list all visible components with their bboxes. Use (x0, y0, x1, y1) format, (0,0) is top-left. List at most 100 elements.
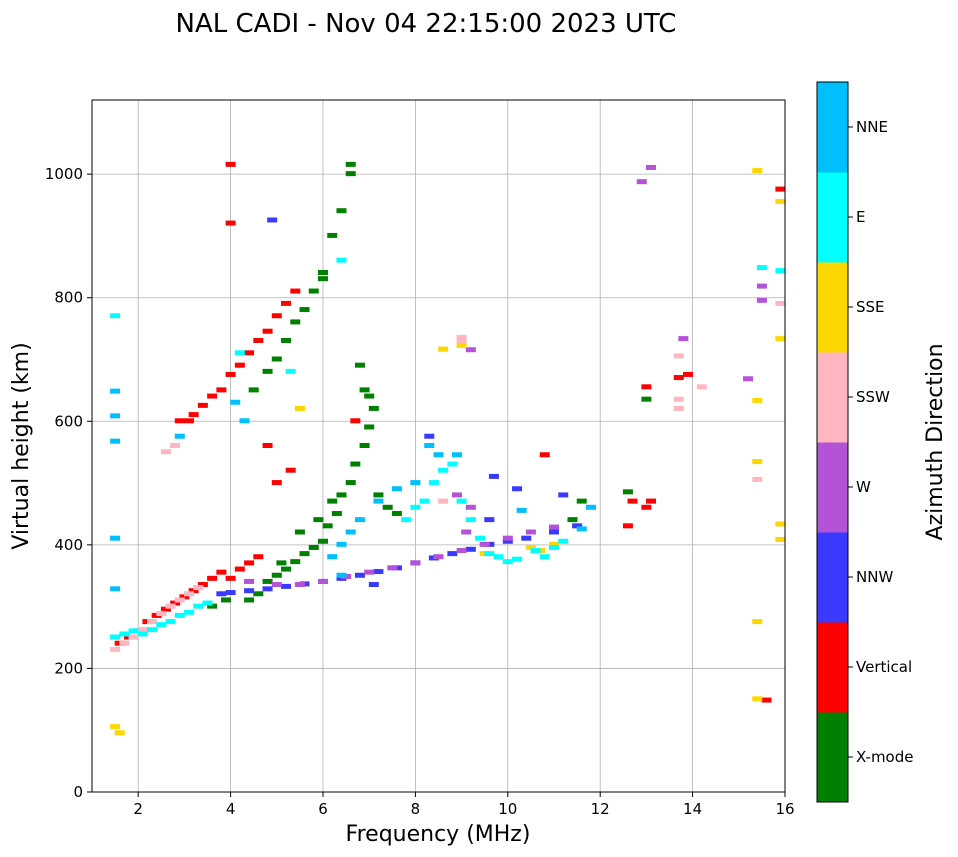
data-point (530, 548, 541, 554)
data-point (174, 433, 185, 439)
data-point (267, 217, 278, 223)
data-point (682, 371, 693, 377)
data-point (447, 461, 458, 467)
data-point (234, 350, 245, 356)
x-tick-label: 10 (498, 800, 517, 818)
data-point (216, 569, 227, 575)
data-point (775, 336, 786, 342)
data-point (174, 418, 185, 424)
data-point (327, 554, 338, 560)
colorbar-tick-label: SSE (856, 298, 885, 316)
data-point (119, 640, 130, 646)
data-point (345, 480, 356, 486)
data-point (451, 492, 462, 498)
data-point (558, 492, 569, 498)
y-tick-label: 800 (54, 289, 83, 307)
data-point (502, 559, 513, 565)
colorbar-tick-label: X-mode (856, 748, 913, 766)
data-point (281, 583, 292, 589)
data-point (525, 529, 536, 535)
data-point (410, 480, 421, 486)
data-point (308, 544, 319, 550)
data-point (585, 504, 596, 510)
plot-area: 2 4 6 8 10 12 14 16 0 200 400 600 800 1000 (45, 99, 795, 818)
data-point (382, 504, 393, 510)
data-point (216, 591, 227, 597)
data-point (271, 572, 282, 578)
data-point (456, 334, 467, 340)
data-point (502, 538, 513, 544)
data-point (521, 535, 532, 541)
colorbar-tick-label: E (856, 208, 865, 226)
colorbar: X-mode Vertical NNW W SSW SSE E NNE (816, 81, 913, 803)
colorbar-tick-label: W (856, 478, 871, 496)
data-point (318, 270, 328, 275)
x-axis-label: Frequency (MHz) (346, 822, 531, 847)
data-point (110, 535, 121, 541)
data-point (262, 443, 273, 448)
data-point (622, 523, 633, 529)
data-point (373, 498, 384, 504)
data-point (110, 634, 121, 640)
y-tick-label: 400 (54, 536, 83, 554)
data-point (318, 538, 328, 544)
series-w (244, 164, 767, 588)
data-point (641, 384, 652, 390)
data-point (165, 603, 176, 609)
series-nne (110, 388, 596, 592)
data-point (160, 449, 171, 455)
data-point (419, 498, 430, 504)
data-point (410, 560, 421, 566)
colorbar-tick-label: NNE (856, 118, 888, 136)
data-point (160, 606, 171, 612)
data-point (364, 424, 375, 430)
data-point (184, 609, 195, 615)
colorbar-segment (817, 262, 848, 353)
data-point (465, 517, 476, 523)
data-point (313, 517, 324, 523)
data-point (756, 283, 767, 289)
series-ssw (110, 300, 786, 652)
data-point (271, 313, 282, 319)
data-point (673, 375, 684, 381)
data-point (549, 541, 559, 547)
data-point (276, 560, 287, 566)
data-point (225, 161, 236, 167)
y-tick-label: 600 (54, 412, 83, 430)
data-point (752, 168, 763, 174)
data-point (281, 566, 292, 572)
data-point (290, 559, 301, 565)
data-point (438, 498, 449, 504)
data-point (179, 594, 190, 600)
data-point (156, 611, 167, 617)
data-point (197, 402, 208, 408)
data-point (743, 376, 754, 382)
data-point (128, 628, 139, 634)
data-point (225, 371, 236, 377)
data-point (285, 368, 296, 374)
data-point (456, 342, 467, 348)
data-point (456, 337, 467, 343)
data-point (281, 337, 292, 343)
data-point (253, 591, 264, 597)
data-point (290, 319, 301, 325)
data-point (752, 696, 763, 702)
x-tick-label: 6 (318, 800, 328, 818)
data-point (622, 489, 633, 495)
data-point (207, 575, 218, 581)
colorbar-segment (817, 622, 848, 713)
colorbar-segment (817, 82, 848, 173)
y-axis-label: Virtual height (km) (9, 342, 34, 549)
colorbar-segment (817, 532, 848, 623)
data-point (110, 724, 121, 730)
data-point (225, 220, 236, 226)
data-point (345, 161, 356, 167)
data-point (438, 346, 449, 352)
data-point (572, 523, 583, 529)
data-point (484, 551, 495, 557)
data-point (475, 535, 486, 541)
data-point (128, 634, 139, 640)
data-point (308, 288, 319, 294)
data-point (364, 393, 375, 399)
